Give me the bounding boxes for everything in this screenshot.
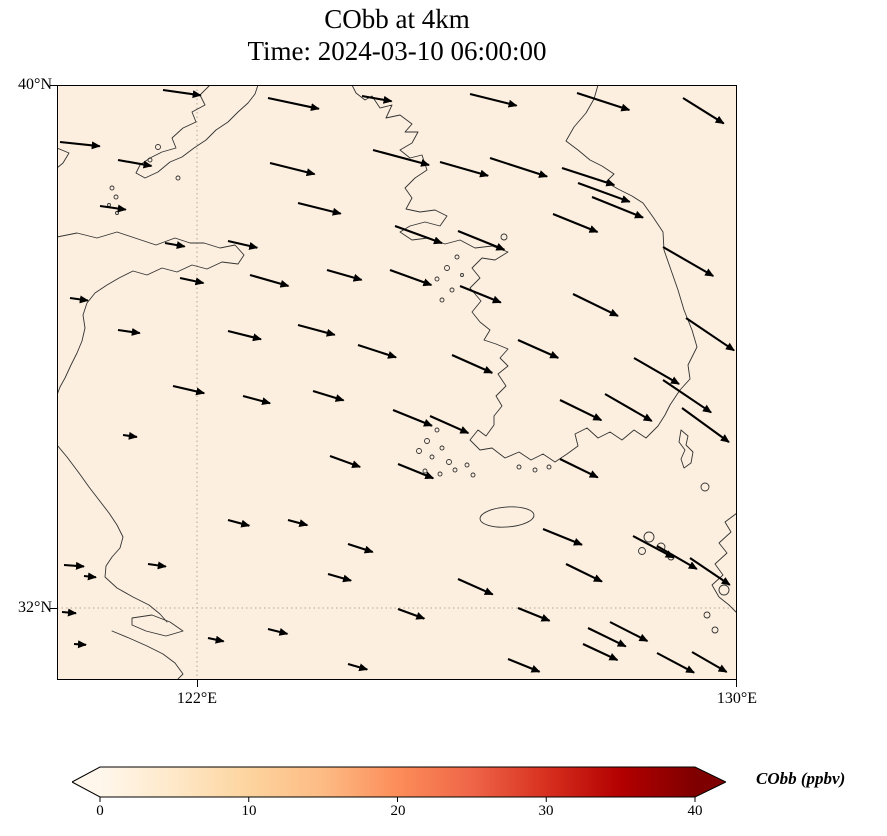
colorbar-gradient-body xyxy=(100,767,695,797)
colorbar-title: CObb (ppbv) xyxy=(756,769,846,788)
colorbar-tick-10: 10 xyxy=(241,803,257,819)
colorbar-tick-0: 0 xyxy=(96,803,104,819)
chart-title: CObb at 4km xyxy=(324,4,470,34)
colorbar-tick-marks xyxy=(99,797,696,802)
colorbar-extend-low xyxy=(72,767,100,797)
colorbar-tick-30: 30 xyxy=(538,803,554,819)
x-tick-mark-130e xyxy=(736,680,737,687)
x-tick-label-122e: 122°E xyxy=(176,690,218,707)
map-frame xyxy=(57,85,737,680)
gridlines xyxy=(57,85,737,680)
chart-subtitle: Time: 2024-03-10 06:00:00 xyxy=(247,36,547,66)
y-tick-mark-40n xyxy=(50,85,57,86)
colorbar xyxy=(72,766,726,802)
y-tick-label-32n: 32°N xyxy=(18,599,52,616)
map-field-background xyxy=(57,85,737,680)
colorbar-extend-high xyxy=(695,767,726,797)
y-tick-mark-32n xyxy=(50,608,57,609)
map-canvas xyxy=(57,85,737,680)
x-tick-mark-122e xyxy=(197,680,198,687)
wind-arrows xyxy=(59,88,735,674)
y-tick-label-40n: 40°N xyxy=(18,76,52,93)
colorbar-tick-20: 20 xyxy=(390,803,406,819)
x-tick-label-130e: 130°E xyxy=(716,690,758,707)
colorbar-tick-40: 40 xyxy=(687,803,703,819)
coastlines xyxy=(57,85,737,680)
